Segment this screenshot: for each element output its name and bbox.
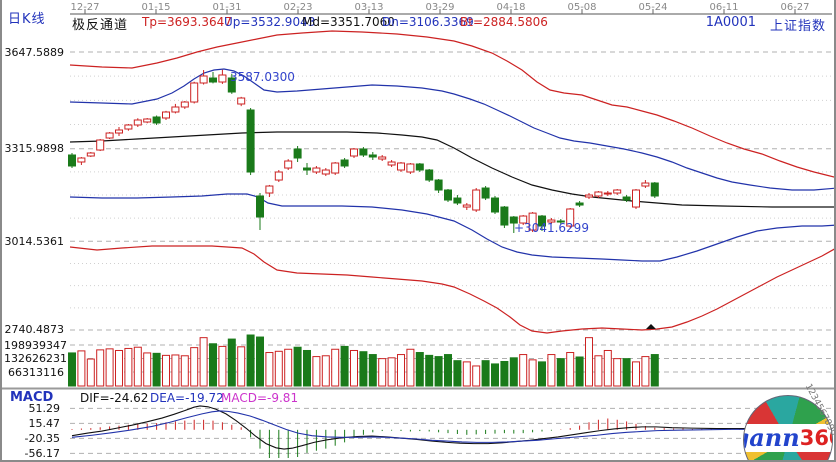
readout-tp: Tp=3693.3647	[142, 15, 232, 29]
readout-md: Md=3351.7060	[302, 15, 395, 29]
date-label: 06-27	[780, 2, 810, 13]
macd-dif-readout: DIF=-24.62	[80, 391, 149, 405]
macd-axis-label: 51.29	[28, 402, 61, 415]
macd-axis-label: 15.47	[28, 417, 61, 430]
macd-macd-readout: MACD=-9.81	[221, 391, 299, 405]
date-label: 01-15	[141, 2, 171, 13]
date-label: 06-11	[709, 2, 739, 13]
volume-axis-label: 198939347	[4, 339, 67, 352]
macd-panel-title[interactable]: MACD	[10, 390, 54, 405]
date-label: 01-31	[212, 2, 242, 13]
symbol-code[interactable]: 1A0001	[705, 15, 756, 30]
symbol-name[interactable]: 上证指数	[769, 19, 826, 34]
chart-type-label[interactable]: 日K线	[8, 12, 46, 27]
macd-dea-readout: DEA=-19.72	[150, 391, 224, 405]
volume-axis-label: 66313116	[8, 366, 64, 379]
date-label: 04-18	[496, 2, 526, 13]
price-axis-label: 3014.5361	[4, 235, 65, 248]
logo-text-360: 360	[799, 425, 832, 450]
indicator-name[interactable]: 极反通道	[72, 18, 129, 33]
date-label: 05-24	[638, 2, 668, 13]
date-label: 05-08	[567, 2, 597, 13]
price-axis-label: 3647.5889	[4, 46, 65, 59]
readout-up: Up=3532.9043	[224, 15, 316, 29]
volume-axis-label: 132626231	[4, 352, 67, 365]
date-label: 12-27	[70, 2, 100, 13]
price-axis-label: 2740.4873	[4, 323, 65, 336]
readout-bt: Bt=2884.5806	[460, 15, 548, 29]
macd-axis-label: -20.35	[24, 432, 60, 445]
trough-price-annotation: +3041.6299	[514, 221, 589, 235]
date-label: 03-13	[354, 2, 384, 13]
readout-dn: Dn=3106.3369	[382, 15, 474, 29]
logo-text-gann: gann	[744, 423, 800, 452]
date-label: 02-23	[283, 2, 313, 13]
date-label: 03-29	[425, 2, 455, 13]
price-axis-label: 3315.9898	[4, 142, 65, 155]
peak-price-annotation: 3587.0300	[230, 70, 295, 84]
macd-axis-label: -56.17	[24, 447, 60, 460]
gann360-logo: gann360 1234567890 234567890	[743, 382, 834, 460]
